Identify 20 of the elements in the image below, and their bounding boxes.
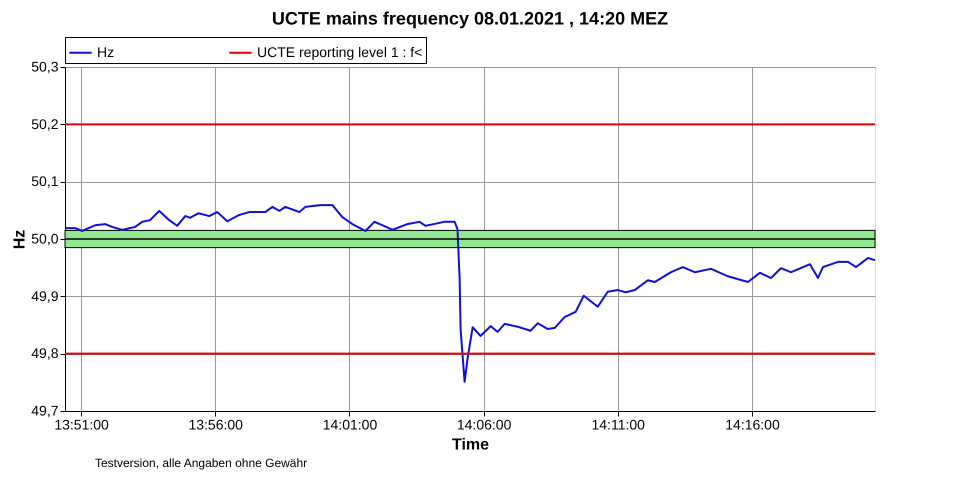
- y-tick-label: 49,7: [31, 402, 59, 418]
- x-tick-label: 13:56:00: [188, 416, 244, 432]
- y-tick-label: 50,0: [31, 230, 59, 246]
- legend-label: Hz: [97, 44, 114, 60]
- y-tick-label: 49,9: [31, 288, 59, 304]
- x-tick-label: 14:16:00: [725, 416, 780, 432]
- x-tick-label: 14:01:00: [322, 416, 378, 432]
- x-axis-title: Time: [452, 436, 490, 454]
- y-tick-label: 50,3: [31, 58, 59, 74]
- y-tick-label: 50,2: [31, 116, 59, 132]
- x-tick-label: 14:11:00: [591, 416, 646, 432]
- text: Testversion, alle Angaben ohne Gewähr: [95, 456, 308, 470]
- x-tick-label: 14:06:00: [456, 416, 512, 432]
- line-series: [64, 204, 876, 383]
- legend-label: UCTE reporting level 1 : f<: [257, 44, 422, 60]
- chart-title: UCTE mains frequency 08.01.2021 , 14:20 MEZ: [272, 8, 668, 28]
- x-tick-label: 13:51:00: [54, 416, 110, 432]
- y-tick-label: 49,8: [31, 345, 59, 362]
- y-axis-title: Hz: [11, 230, 28, 250]
- y-tick-label: 50,1: [31, 173, 59, 190]
